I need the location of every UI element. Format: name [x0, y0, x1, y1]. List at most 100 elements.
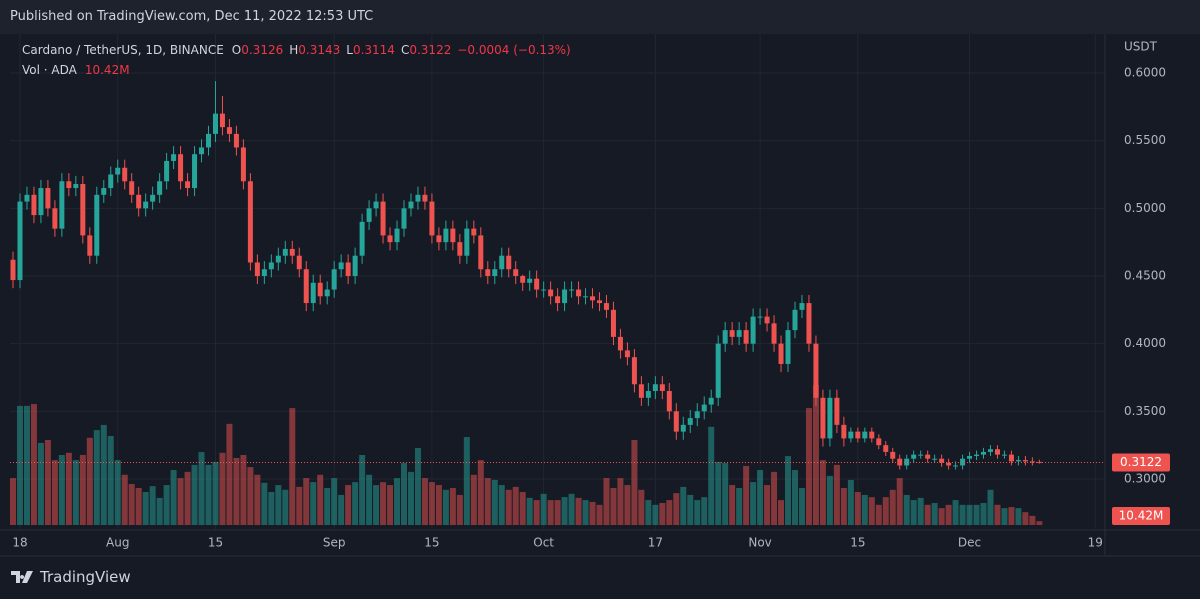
volume-bar [973, 504, 980, 525]
volume-bar [680, 486, 687, 525]
volume-bar [694, 500, 701, 525]
candle-body [143, 201, 149, 209]
candle-body [876, 438, 882, 446]
y-tick-label: 0.3500 [1124, 404, 1166, 418]
candle-body [932, 458, 938, 460]
volume-bar [596, 504, 603, 525]
volume-bar [156, 497, 163, 525]
volume-bar [149, 486, 156, 525]
y-tick-label: 0.4000 [1124, 336, 1166, 350]
candle-body [743, 330, 749, 344]
volume-bar [854, 492, 861, 525]
x-tick-label: 15 [208, 536, 223, 550]
candle-body [638, 384, 644, 398]
volume-bar [568, 493, 575, 525]
volume-bar [778, 500, 785, 525]
ohlc-value: 0.3114 [352, 43, 395, 57]
volume-bar [435, 485, 442, 525]
volume-bar [638, 489, 645, 525]
candle-body [261, 269, 267, 277]
volume-bar [980, 503, 987, 525]
volume-row: Vol · ADA 10.42M [22, 60, 577, 80]
volume-bar [701, 497, 708, 525]
candle-body [338, 262, 344, 270]
candle-body [310, 282, 316, 304]
volume-bar [743, 465, 750, 525]
volume-bar [729, 485, 736, 525]
volume-bar [303, 478, 310, 525]
volume-bar [1022, 512, 1029, 525]
top-bar: Published on TradingView.com, Dec 11, 20… [0, 0, 1200, 34]
volume-bar [254, 474, 261, 525]
candle-body [499, 255, 505, 270]
volume-bar [526, 497, 533, 525]
candle-body [45, 188, 51, 209]
candle-body [471, 228, 477, 236]
candle-body [666, 391, 672, 412]
candle-body [673, 411, 679, 432]
volume-bar [373, 485, 380, 525]
volume-bar [345, 485, 352, 525]
candle-body [275, 255, 281, 263]
footer-text: TradingView [40, 568, 131, 586]
candle-body [953, 465, 959, 467]
x-tick-label: Nov [748, 536, 771, 550]
volume-bar [575, 497, 582, 525]
volume-bar [924, 504, 931, 525]
candle-body [506, 255, 512, 270]
candle-body [80, 183, 86, 236]
candle-body [317, 282, 323, 297]
volume-bar [498, 485, 505, 525]
y-tick-label: 0.3000 [1124, 471, 1166, 485]
candle-body [715, 343, 721, 398]
candle-body [799, 303, 805, 310]
ohlc-label: L [346, 43, 353, 57]
candle-body [911, 454, 917, 459]
candle-body [408, 201, 414, 209]
volume-bar [987, 489, 994, 525]
candle-body [164, 160, 170, 182]
volume-bar [917, 497, 924, 525]
volume-bar [456, 494, 463, 525]
candle-body [52, 208, 58, 229]
candle-body [282, 248, 288, 256]
volume-bar [889, 489, 896, 525]
x-tick-label: 17 [648, 536, 663, 550]
x-tick-label: 15 [424, 536, 439, 550]
candle-body [492, 269, 498, 277]
y-tick-label: 0.6000 [1124, 66, 1166, 80]
volume-bar [903, 494, 910, 525]
candle-body [869, 431, 875, 439]
ohlc-label: H [289, 43, 299, 57]
volume-bar [37, 442, 44, 525]
volume-bar [247, 467, 254, 525]
candle-body [394, 228, 400, 243]
volume-bar [275, 485, 282, 525]
candle-body [645, 391, 651, 398]
candle-body [520, 276, 526, 283]
candle-body [939, 458, 945, 463]
candle-body [296, 255, 302, 270]
volume-bar [603, 478, 610, 525]
volume-bar [163, 485, 170, 525]
volume-bar [10, 478, 17, 525]
candle-body [967, 455, 973, 459]
volume-bar [359, 455, 366, 525]
volume-bar [463, 437, 470, 525]
volume-bar [366, 474, 373, 525]
candle-body [485, 269, 491, 277]
volume-bar [966, 504, 973, 525]
volume-bar [994, 504, 1001, 525]
volume-bar [296, 486, 303, 525]
volume-bar [1036, 521, 1043, 525]
volume-bar [212, 461, 219, 525]
candle-body [171, 154, 177, 161]
published-text: Published on TradingView.com, Dec 11, 20… [10, 9, 374, 24]
volume-bar [736, 487, 743, 525]
candle-body [136, 194, 142, 209]
x-tick-label: Dec [958, 536, 981, 550]
volume-bar [589, 501, 596, 525]
candle-body [659, 384, 665, 392]
volume-bar [30, 404, 37, 525]
candle-body [862, 431, 868, 439]
